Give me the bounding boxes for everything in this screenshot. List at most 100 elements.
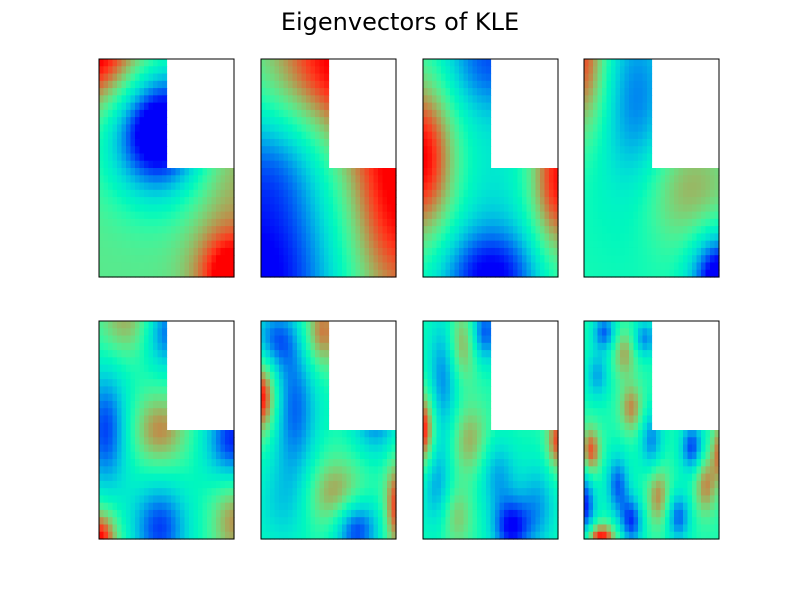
heatmap-cell xyxy=(112,262,118,271)
heatmap-cell xyxy=(288,160,294,169)
heatmap-cell xyxy=(346,233,352,242)
heatmap-cell xyxy=(387,531,393,540)
heatmap-cell xyxy=(454,247,460,256)
heatmap-cell xyxy=(292,509,298,518)
heatmap-cell xyxy=(202,211,208,220)
heatmap-cell xyxy=(633,189,639,198)
heatmap-cell xyxy=(687,226,693,234)
heatmap-cell xyxy=(135,480,141,489)
heatmap-cell xyxy=(620,66,626,75)
heatmap-cell xyxy=(135,350,141,358)
heatmap-cell xyxy=(454,146,460,155)
heatmap-cell xyxy=(261,473,267,482)
heatmap-cell xyxy=(328,524,334,533)
heatmap-cell xyxy=(513,189,519,198)
heatmap-cell xyxy=(459,531,465,540)
heatmap-cell xyxy=(162,66,168,75)
heatmap-cell xyxy=(633,218,639,227)
heatmap-cell xyxy=(288,364,294,373)
heatmap-cell xyxy=(517,495,523,504)
heatmap-cell xyxy=(540,197,546,205)
heatmap-cell xyxy=(270,335,276,344)
heatmap-cell xyxy=(387,262,393,271)
heatmap-cell xyxy=(423,182,429,191)
heatmap-cell xyxy=(436,321,442,329)
heatmap-cell xyxy=(130,182,136,191)
heatmap-cell xyxy=(597,131,603,140)
heatmap-cell xyxy=(135,73,141,82)
heatmap-cell xyxy=(584,255,590,264)
heatmap-cell xyxy=(126,321,132,329)
heatmap-cell xyxy=(427,153,433,162)
heatmap-cell xyxy=(139,117,145,125)
heatmap-cell xyxy=(531,437,537,446)
heatmap-cell xyxy=(535,211,541,220)
heatmap-cell xyxy=(387,189,393,198)
heatmap-cell xyxy=(292,153,298,162)
heatmap-cell xyxy=(99,495,105,504)
heatmap-cell xyxy=(265,408,271,417)
heatmap-cell xyxy=(139,524,145,533)
heatmap-cell xyxy=(540,233,546,242)
heatmap-cell xyxy=(121,124,127,133)
heatmap-cell xyxy=(315,473,321,482)
heatmap-cell xyxy=(117,524,123,533)
heatmap-cell xyxy=(135,211,141,220)
heatmap-cell xyxy=(265,488,271,496)
heatmap-cell xyxy=(270,146,276,155)
heatmap-cell xyxy=(193,517,199,526)
heatmap-cell xyxy=(463,444,469,453)
heatmap-cell xyxy=(148,168,154,176)
heatmap-cell xyxy=(468,480,474,489)
heatmap-cell xyxy=(297,109,303,118)
heatmap-cell xyxy=(288,459,294,467)
heatmap-cell xyxy=(274,59,280,67)
heatmap-cell xyxy=(351,517,357,526)
heatmap-cell xyxy=(229,480,235,489)
heatmap-cell xyxy=(588,189,594,198)
heatmap-cell xyxy=(463,321,469,329)
heatmap-cell xyxy=(477,444,483,453)
heatmap-cell xyxy=(454,422,460,431)
heatmap-cell xyxy=(103,480,109,489)
heatmap-cell xyxy=(211,262,217,271)
heatmap-cell xyxy=(283,531,289,540)
heatmap-cell xyxy=(450,393,456,402)
heatmap-cell xyxy=(360,459,366,467)
heatmap-cell xyxy=(517,247,523,256)
heatmap-cell xyxy=(157,240,163,249)
heatmap-cell xyxy=(373,197,379,205)
heatmap-cell xyxy=(198,488,204,496)
heatmap-cell xyxy=(378,197,384,205)
heatmap-cell xyxy=(620,247,626,256)
heatmap-cell xyxy=(328,473,334,482)
heatmap-cell xyxy=(265,240,271,249)
heatmap-cell xyxy=(202,517,208,526)
heatmap-cell xyxy=(112,350,118,358)
heatmap-cell xyxy=(360,226,366,234)
heatmap-cell xyxy=(117,197,123,205)
heatmap-cell xyxy=(441,393,447,402)
heatmap-cell xyxy=(202,182,208,191)
heatmap-cell xyxy=(117,488,123,496)
heatmap-cell xyxy=(288,197,294,205)
heatmap-cell xyxy=(701,189,707,198)
heatmap-cell xyxy=(584,422,590,431)
heatmap-cell xyxy=(112,73,118,82)
heatmap-cell xyxy=(481,502,487,511)
heatmap-cell xyxy=(660,211,666,220)
heatmap-cell xyxy=(477,335,483,344)
heatmap-cell xyxy=(265,262,271,271)
heatmap-cell xyxy=(157,509,163,518)
heatmap-cell xyxy=(593,124,599,133)
heatmap-cell xyxy=(184,262,190,271)
heatmap-cell xyxy=(526,204,532,213)
heatmap-cell xyxy=(481,182,487,191)
heatmap-cell xyxy=(99,444,105,453)
heatmap-cell xyxy=(633,240,639,249)
heatmap-cell xyxy=(310,131,316,140)
heatmap-cell xyxy=(378,480,384,489)
heatmap-cell xyxy=(360,444,366,453)
heatmap-cell xyxy=(153,204,159,213)
heatmap-cell xyxy=(535,189,541,198)
